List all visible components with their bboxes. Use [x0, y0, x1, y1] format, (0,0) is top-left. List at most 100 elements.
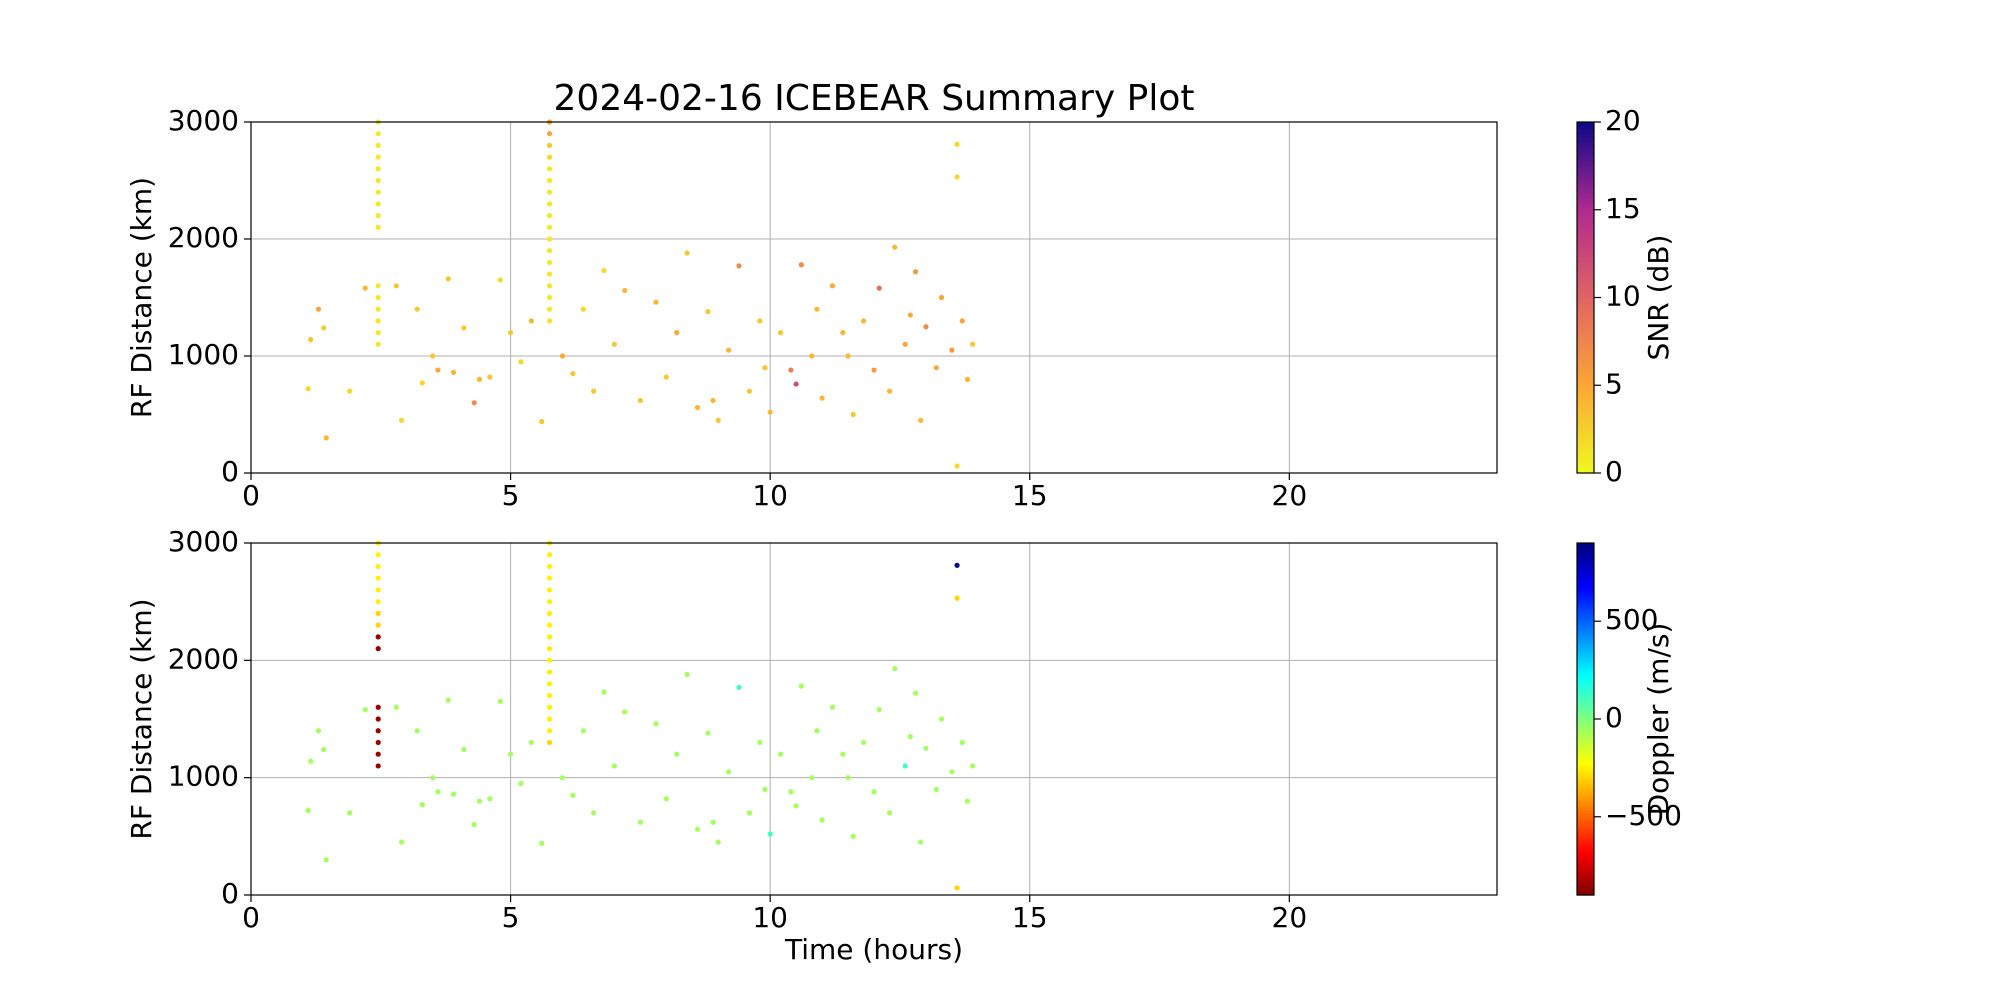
colorbar-segment [1577, 862, 1594, 867]
scatter-point [954, 174, 960, 180]
scatter-point [315, 728, 322, 734]
colorbar-segment [1577, 417, 1594, 421]
colorbar-segment [1577, 724, 1594, 729]
scatter-point [954, 595, 960, 601]
scatter-point [393, 283, 399, 289]
scatter-point [871, 789, 877, 795]
scatter-point [546, 657, 553, 663]
colorbar-segment [1577, 575, 1594, 579]
scatter-point [375, 131, 381, 137]
colorbar-segment [1577, 122, 1594, 126]
colorbar-segment [1577, 548, 1594, 553]
scatter-point [546, 552, 553, 558]
scatter-point [362, 285, 368, 291]
scatter-point [798, 683, 804, 689]
colorbar-segment [1577, 695, 1594, 700]
scatter-point [892, 665, 898, 672]
colorbar-segment [1577, 672, 1594, 676]
scatter-point [546, 177, 553, 184]
colorbar-segment [1577, 470, 1594, 474]
scatter-point [375, 610, 381, 617]
colorbar-segment [1577, 277, 1594, 281]
scatter-point [840, 330, 846, 336]
colorbar-segment [1577, 361, 1594, 366]
scatter-point [375, 213, 381, 219]
colorbar-segment [1577, 680, 1594, 685]
scatter-point [497, 698, 503, 705]
scatter-point [528, 739, 534, 746]
colorbar-segment [1577, 578, 1594, 582]
colorbar-segment [1577, 865, 1594, 870]
colorbar-segment [1577, 795, 1594, 799]
colorbar-segment [1577, 763, 1594, 767]
scatter-point [705, 730, 711, 736]
x-tick-label: 10 [752, 901, 788, 934]
colorbar-segment [1577, 853, 1594, 858]
colorbar-segment [1577, 271, 1594, 275]
scatter-point [570, 370, 576, 377]
colorbar-segment [1577, 581, 1594, 585]
colorbar-segment [1577, 721, 1594, 726]
scatter-point [819, 817, 825, 823]
scatter-point [726, 347, 732, 353]
colorbar-segment [1577, 757, 1594, 761]
scatter-point [923, 745, 929, 751]
colorbar-segment [1577, 315, 1594, 319]
colorbar-segment [1577, 399, 1594, 404]
colorbar-segment [1577, 660, 1594, 664]
scatter-point [518, 359, 524, 365]
colorbar-segment [1577, 675, 1594, 679]
scatter-point [814, 728, 820, 734]
colorbar-segment [1577, 545, 1594, 550]
colorbar-segment [1577, 636, 1594, 641]
scatter-point [705, 308, 711, 315]
colorbar-segment [1577, 798, 1594, 802]
colorbar-segment [1577, 186, 1594, 190]
scatter-point [684, 250, 690, 256]
scatter-point [323, 857, 329, 863]
colorbar-segment [1577, 692, 1594, 697]
scatter-point [546, 271, 553, 277]
scatter-point [546, 692, 553, 699]
scatter-point [546, 131, 553, 137]
colorbar-segment [1577, 639, 1594, 644]
scatter-point [767, 831, 773, 837]
scatter-point [964, 798, 971, 804]
scatter-point [580, 728, 586, 734]
scatter-point [902, 763, 908, 769]
scatter-point [487, 374, 493, 380]
scatter-point [321, 325, 327, 331]
colorbar-segment [1577, 402, 1594, 407]
colorbar-segment [1577, 804, 1594, 808]
scatter-point [546, 201, 553, 207]
scatter-point [546, 622, 553, 628]
scatter-point [476, 376, 483, 382]
colorbar-segment [1577, 598, 1594, 603]
y-tick-label: 0 [221, 455, 239, 488]
colorbar-segment [1577, 285, 1594, 290]
scatter-point [375, 283, 381, 289]
scatter-point [570, 792, 576, 798]
colorbar-segment [1577, 294, 1594, 299]
colorbar-segment [1577, 320, 1594, 325]
colorbar-segment [1577, 142, 1594, 146]
colorbar-tick-label: 0 [1605, 701, 1623, 734]
colorbar-segment [1577, 379, 1594, 383]
scatter-point [375, 763, 381, 769]
scatter-point [362, 707, 368, 713]
colorbar-segment [1577, 824, 1594, 829]
scatter-point [539, 418, 545, 425]
colorbar-segment [1577, 151, 1594, 155]
scatter-point [308, 337, 314, 343]
scatter-point [964, 376, 971, 382]
colorbar-segment [1577, 654, 1594, 658]
scatter-point [375, 622, 381, 628]
colorbar-segment [1577, 698, 1594, 702]
scatter-point [435, 367, 441, 373]
colorbar-segment [1577, 651, 1594, 656]
colorbar-segment [1577, 306, 1594, 310]
axes-frame [250, 542, 1498, 896]
colorbar-segment [1577, 748, 1594, 752]
scatter-point [461, 325, 467, 331]
scatter-point [375, 142, 381, 148]
